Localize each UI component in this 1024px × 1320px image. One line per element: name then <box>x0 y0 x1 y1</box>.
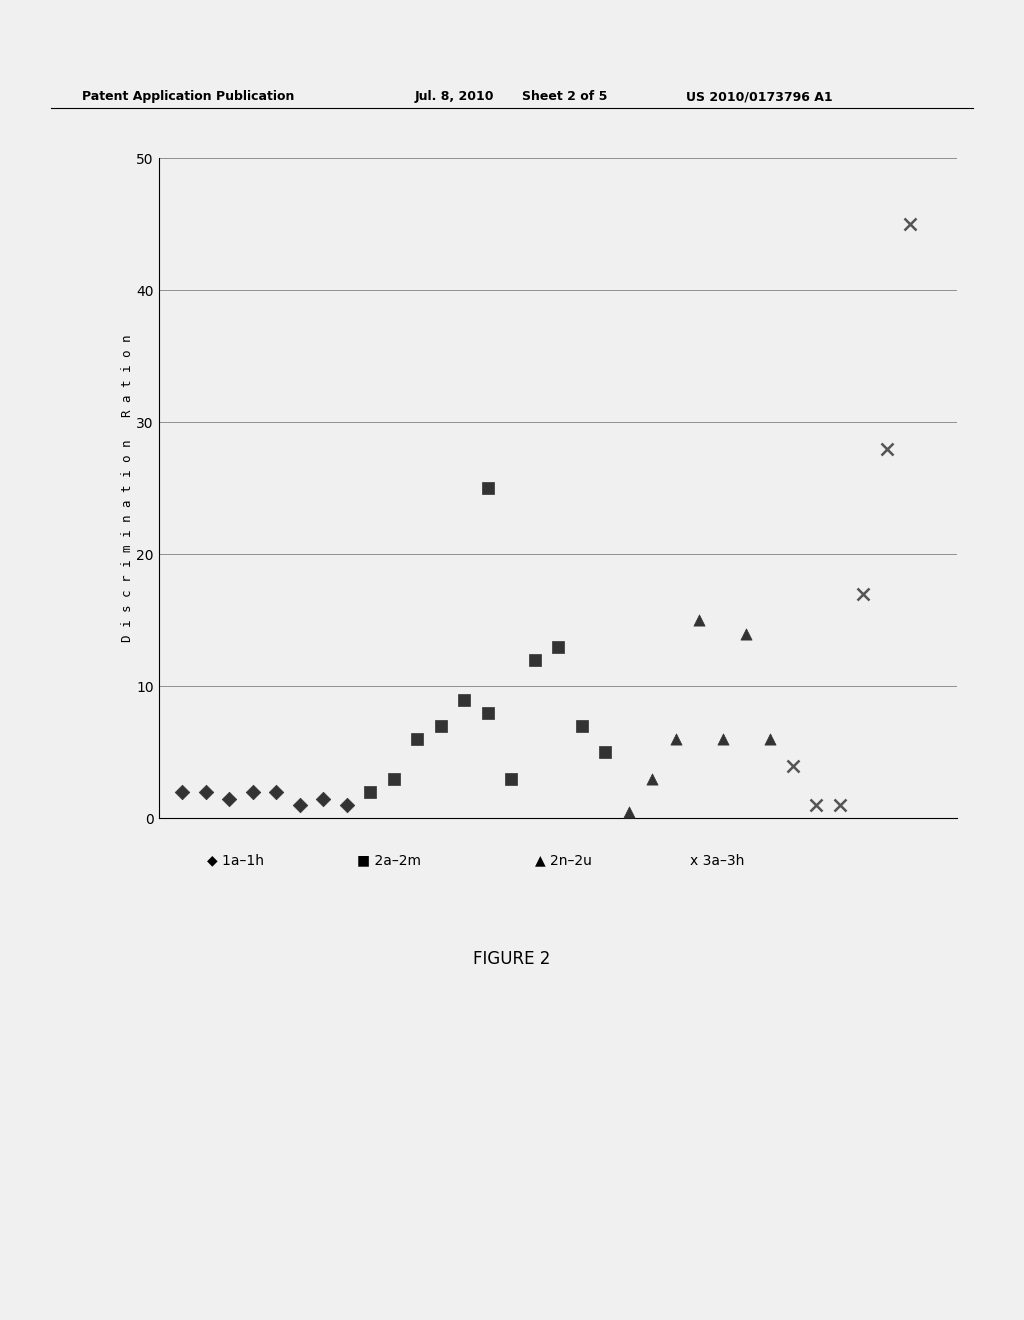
Point <box>432 715 449 737</box>
Point <box>385 768 401 789</box>
Point <box>550 636 566 657</box>
Text: ■ 2a–2m: ■ 2a–2m <box>357 854 421 867</box>
Text: FIGURE 2: FIGURE 2 <box>473 949 551 968</box>
Point <box>339 795 355 816</box>
Point <box>503 768 519 789</box>
Point <box>221 788 238 809</box>
Point <box>597 742 613 763</box>
Text: US 2010/0173796 A1: US 2010/0173796 A1 <box>686 90 833 103</box>
Point <box>573 715 590 737</box>
Point <box>245 781 261 803</box>
Point <box>292 795 308 816</box>
Point <box>644 768 660 789</box>
Point <box>621 801 637 822</box>
Point <box>691 610 708 631</box>
Point <box>456 689 472 710</box>
Point <box>902 214 919 235</box>
Text: Sheet 2 of 5: Sheet 2 of 5 <box>522 90 607 103</box>
Point <box>198 781 214 803</box>
Point <box>761 729 777 750</box>
Point <box>268 781 285 803</box>
Point <box>715 729 731 750</box>
Text: x 3a–3h: x 3a–3h <box>689 854 744 867</box>
Point <box>808 795 824 816</box>
Text: Jul. 8, 2010: Jul. 8, 2010 <box>415 90 495 103</box>
Point <box>361 781 378 803</box>
Point <box>879 438 895 459</box>
Point <box>831 795 848 816</box>
Y-axis label: D i s c r i m i n a t i o n   R a t i o n: D i s c r i m i n a t i o n R a t i o n <box>122 335 134 642</box>
Text: Patent Application Publication: Patent Application Publication <box>82 90 294 103</box>
Point <box>738 623 755 644</box>
Point <box>479 478 496 499</box>
Point <box>855 583 871 605</box>
Point <box>668 729 684 750</box>
Point <box>315 788 332 809</box>
Point <box>479 702 496 723</box>
Text: ▲ 2n–2u: ▲ 2n–2u <box>535 854 592 867</box>
Point <box>526 649 543 671</box>
Point <box>784 755 801 776</box>
Text: ◆ 1a–1h: ◆ 1a–1h <box>207 854 264 867</box>
Point <box>409 729 425 750</box>
Point <box>174 781 190 803</box>
